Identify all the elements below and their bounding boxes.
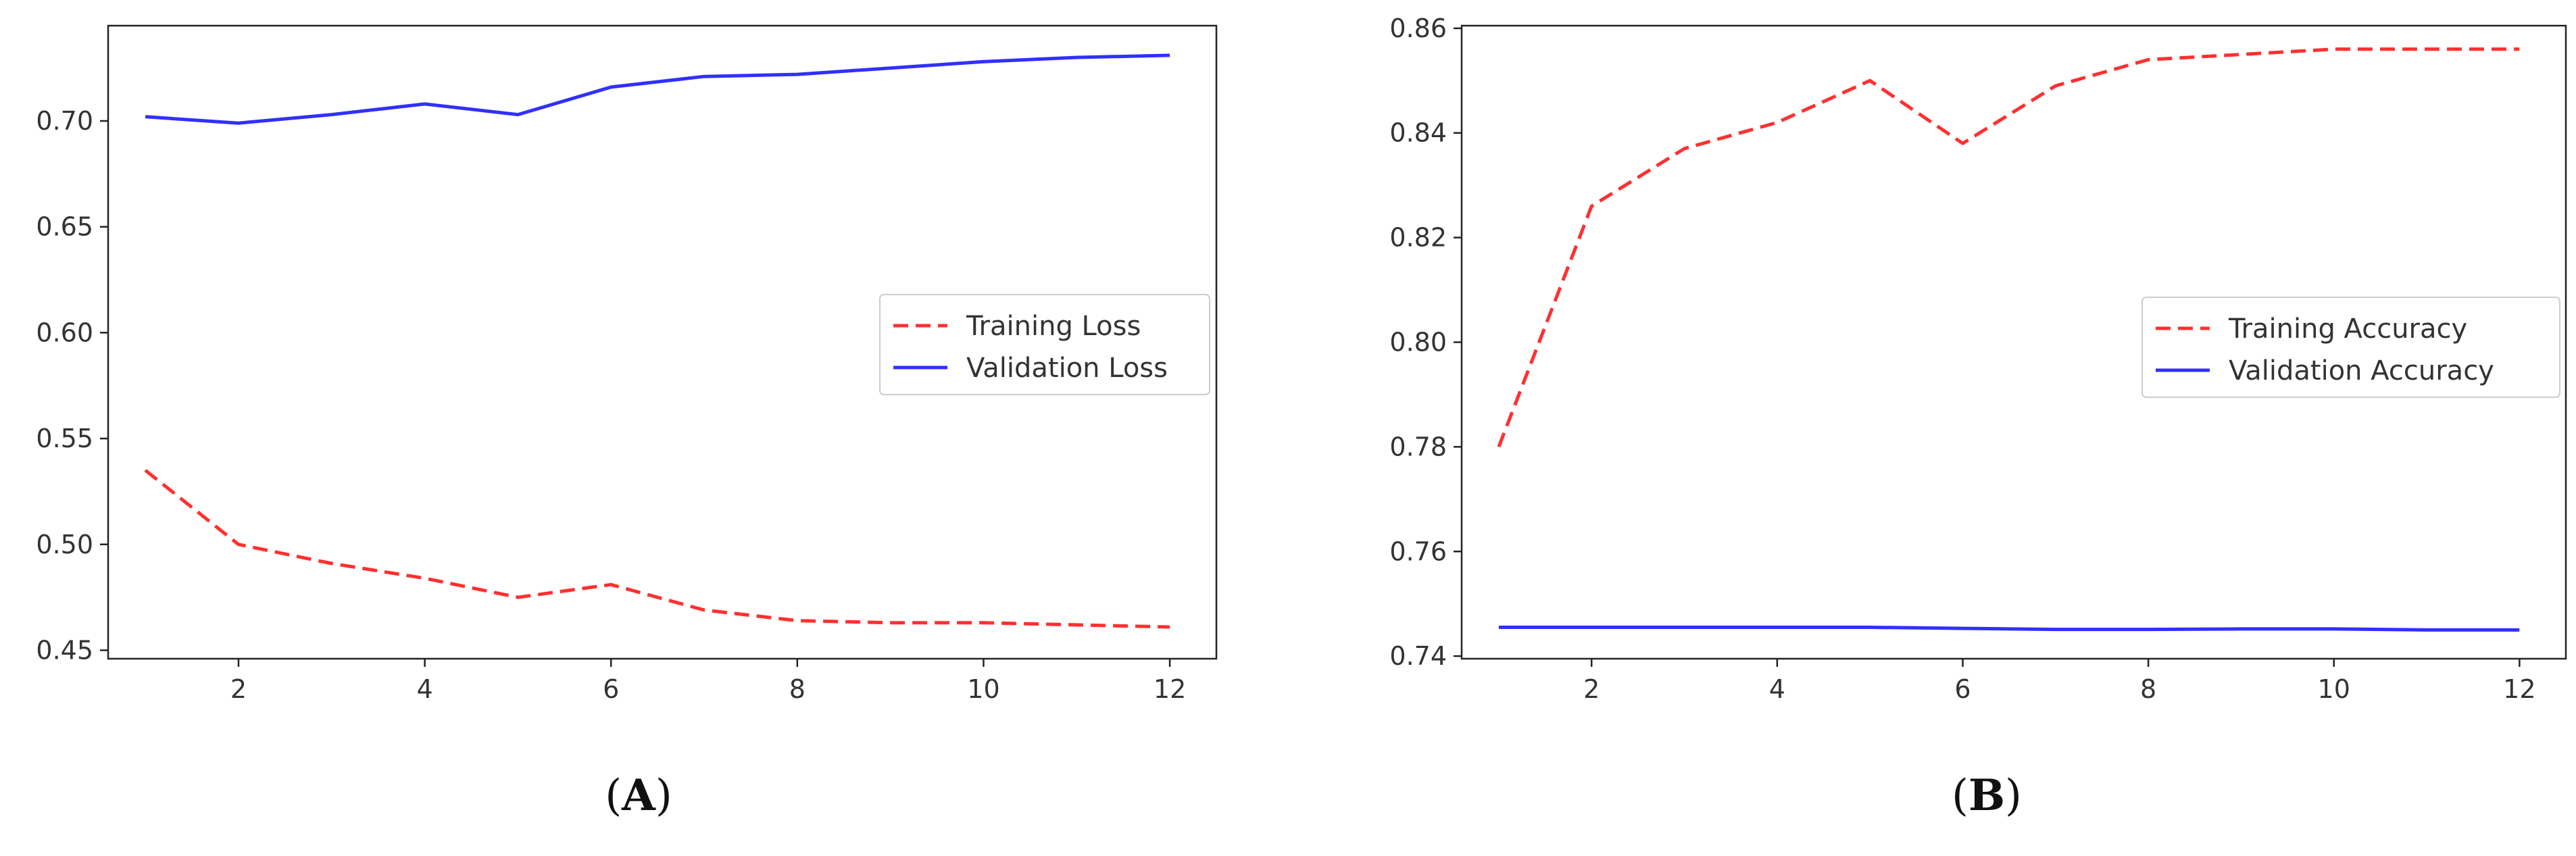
x-tick-label: 6 bbox=[603, 674, 619, 704]
chart-panel-a: 2 4 6 8 10 12 0.45 0.50 0.55 0.60 0.65 0.70 Training… bbox=[36, 24, 1218, 704]
x-tick-label: 8 bbox=[789, 674, 806, 704]
x-tick-label: 8 bbox=[2140, 674, 2156, 704]
x-tick-label: 2 bbox=[1583, 674, 1600, 704]
y-tick-label: 0.45 bbox=[36, 635, 93, 665]
series-line-validation-loss bbox=[145, 53, 1170, 125]
y-tick-label: 0.55 bbox=[36, 424, 93, 453]
y-tick-label: 0.78 bbox=[1389, 432, 1447, 461]
legend-label: Training Accuracy bbox=[2228, 313, 2467, 345]
x-tick-label: 12 bbox=[1154, 674, 1186, 704]
x-tick-label: 4 bbox=[1769, 674, 1785, 704]
legend-label: Training Loss bbox=[966, 311, 1141, 342]
legend-box bbox=[879, 294, 1210, 395]
y-tick-label: 0.76 bbox=[1389, 536, 1447, 566]
x-tick-label: 10 bbox=[2318, 674, 2350, 704]
legend: Training Accuracy Validation Accuracy bbox=[2141, 297, 2560, 398]
legend-label: Validation Loss bbox=[966, 353, 1168, 384]
y-tick-label: 0.80 bbox=[1389, 328, 1447, 357]
y-tick-label: 0.84 bbox=[1389, 118, 1447, 148]
y-tick-label: 0.65 bbox=[36, 212, 93, 242]
panel-label-a: (A) bbox=[605, 770, 672, 821]
x-tick-label: 10 bbox=[967, 674, 999, 704]
y-tick-label: 0.70 bbox=[36, 106, 93, 136]
chart-panel-b: 2 4 6 8 10 12 0.74 0.76 0.78 0.80 0.82 0.84 0.86 Trai… bbox=[1389, 14, 2567, 704]
y-tick-label: 0.50 bbox=[36, 530, 93, 559]
x-tick-label: 4 bbox=[416, 674, 432, 704]
plot-frame bbox=[107, 24, 1218, 660]
y-tick-label: 0.60 bbox=[36, 318, 93, 347]
y-tick-label: 0.74 bbox=[1389, 641, 1447, 671]
legend-box bbox=[2141, 297, 2560, 398]
series-line-training-loss bbox=[144, 469, 1170, 629]
x-tick-label: 12 bbox=[2503, 674, 2535, 704]
panel-label-b: (B) bbox=[1951, 770, 2023, 821]
series-line-training-accuracy bbox=[1497, 47, 2520, 448]
x-tick-label: 2 bbox=[230, 674, 247, 704]
legend-label: Validation Accuracy bbox=[2229, 355, 2494, 386]
legend: Training Loss Validation Loss bbox=[879, 294, 1210, 395]
y-tick-label: 0.86 bbox=[1389, 14, 1447, 43]
y-tick-label: 0.82 bbox=[1389, 223, 1447, 253]
series-line-validation-accuracy bbox=[1498, 626, 2520, 632]
x-tick-label: 6 bbox=[1954, 674, 1971, 704]
